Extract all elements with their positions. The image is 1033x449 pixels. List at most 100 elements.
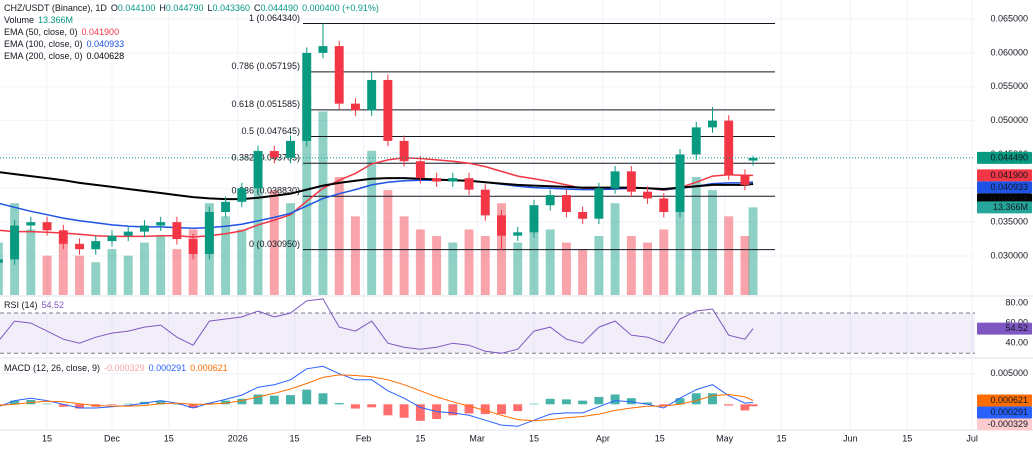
macd-histogram-bar [172, 404, 182, 405]
candle-body [497, 215, 506, 236]
volume-bar [480, 236, 490, 295]
y-tick-label: 0.050000 [990, 115, 1028, 125]
macd-histogram-bar [350, 404, 360, 409]
candle-body [675, 154, 685, 212]
price-badge-label: 0.040628 [990, 194, 1028, 204]
candle-body [350, 103, 360, 111]
volume-bar [42, 255, 52, 295]
legend-text: 0.043360 [212, 3, 250, 13]
macd-histogram-bar [464, 404, 474, 414]
rsi-band [0, 313, 975, 354]
price-badge [977, 394, 1032, 407]
volume-bar [740, 236, 750, 295]
candle-body [578, 211, 588, 219]
macd-histogram-bar [383, 404, 393, 416]
price-badge-label: 0.000621 [990, 395, 1028, 405]
legend-text: 0.040933 [87, 39, 125, 49]
y-tick-label: 0.005000 [990, 368, 1028, 378]
candle-body [156, 222, 166, 226]
candle-body [318, 46, 328, 53]
legend-text: 13.366M [38, 15, 73, 25]
macd-histogram-bar [221, 400, 231, 405]
price-badge [977, 418, 1032, 431]
macd-histogram-bar [10, 400, 20, 405]
candle-body [188, 239, 198, 254]
volume-bar [659, 229, 669, 295]
legend-text: 0.044100 [118, 3, 156, 13]
macd-histogram-bar [545, 398, 555, 405]
candle-body [748, 157, 758, 161]
candle-body [659, 198, 669, 212]
macd-histogram-bar [643, 402, 653, 405]
candle-body [724, 120, 734, 175]
macd-histogram-bar [740, 404, 750, 411]
volume-bar [432, 236, 442, 295]
price-badge [977, 322, 1032, 335]
volume-bar [156, 236, 166, 295]
volume-bar [172, 249, 182, 295]
fib-label: 0.786 (0.057195) [231, 61, 300, 71]
volume-bar [383, 190, 393, 295]
volume-bar [691, 177, 701, 295]
volume-bar [675, 163, 685, 295]
legend: CHZ/USDT (Binance), 1D O0.044100 H0.044790… [4, 3, 379, 373]
volume-bar [318, 111, 328, 295]
macd-histogram-bar [75, 404, 84, 409]
macd-histogram-bar [748, 404, 758, 407]
legend-text: MACD (12, 26, close, 9) [4, 363, 100, 373]
legend-text: 0.040628 [87, 51, 125, 61]
signal-line [0, 374, 754, 422]
volume-bar [139, 242, 149, 295]
volume-bar [26, 229, 36, 295]
macd-histogram-bar [399, 404, 409, 418]
candle-body [221, 201, 231, 212]
candle-body [139, 225, 149, 232]
x-tick-label: Jun [843, 433, 858, 443]
volume-bar [188, 229, 198, 295]
volume-bar [708, 190, 717, 295]
candle-body [367, 79, 377, 111]
candle-body [740, 174, 750, 185]
x-tick-label: 15 [164, 433, 174, 443]
macd-histogram-bar [513, 404, 523, 412]
volume-bar [448, 242, 458, 295]
fib-label: 0 (0.030950) [249, 239, 300, 249]
x-tick-label: 15 [655, 433, 665, 443]
legend-row: MACD (12, 26, close, 9) -0.000329 0.000291… [4, 363, 228, 373]
legend-text: 54.52 [42, 300, 65, 310]
legend-row: EMA (50, close, 0) 0.041900 [4, 27, 119, 37]
macd-histogram-bar [594, 396, 604, 405]
candle-body [594, 188, 604, 219]
price-axis-area [975, 0, 1033, 449]
volume-bar [107, 249, 117, 295]
macd-histogram-bar [529, 403, 539, 405]
legend-text: 0.041900 [82, 27, 120, 37]
x-tick-label: Mar [469, 433, 485, 443]
volume-bar [561, 242, 571, 295]
legend-text: 0.044790 [166, 3, 204, 13]
volume-bar [367, 150, 377, 295]
volume-bar [91, 262, 101, 295]
macd-histogram-bar [253, 394, 263, 405]
candle-body [383, 79, 393, 141]
candle-body [691, 127, 701, 155]
volume-bar [464, 229, 474, 295]
candle-body [75, 243, 84, 250]
x-tick-label: 15 [776, 433, 786, 443]
legend-text: 0.000291 [149, 363, 187, 373]
volume-bar [221, 216, 231, 295]
candle-body [448, 178, 458, 182]
candle-body [529, 205, 539, 233]
volume-bar [529, 216, 539, 295]
macd-histogram-bar [269, 395, 279, 405]
legend-text: 0.044490 [261, 3, 299, 13]
candle-body [561, 195, 571, 212]
legend-text: C [254, 3, 261, 13]
volume-bar [545, 229, 555, 295]
candle-body [464, 178, 474, 190]
legend-text: RSI (14) [4, 300, 38, 310]
candle-body [42, 222, 52, 231]
legend-text: H [159, 3, 166, 13]
fib-label: 1 (0.064340) [249, 13, 300, 23]
